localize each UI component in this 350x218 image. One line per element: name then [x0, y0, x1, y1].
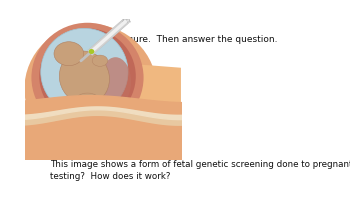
Ellipse shape — [41, 28, 128, 116]
Text: This image shows a form of fetal genetic screening done to pregnant females. Wha: This image shows a form of fetal genetic… — [50, 160, 350, 181]
Polygon shape — [111, 63, 181, 131]
Polygon shape — [122, 19, 130, 22]
Text: 3. Study the figure.  Then answer the question.: 3. Study the figure. Then answer the que… — [63, 35, 277, 44]
Ellipse shape — [39, 28, 136, 124]
Ellipse shape — [59, 51, 110, 104]
Ellipse shape — [32, 23, 144, 132]
Ellipse shape — [76, 93, 99, 107]
Ellipse shape — [54, 42, 84, 66]
Circle shape — [89, 49, 94, 54]
Ellipse shape — [92, 55, 108, 66]
Ellipse shape — [25, 24, 157, 153]
Ellipse shape — [100, 57, 131, 106]
